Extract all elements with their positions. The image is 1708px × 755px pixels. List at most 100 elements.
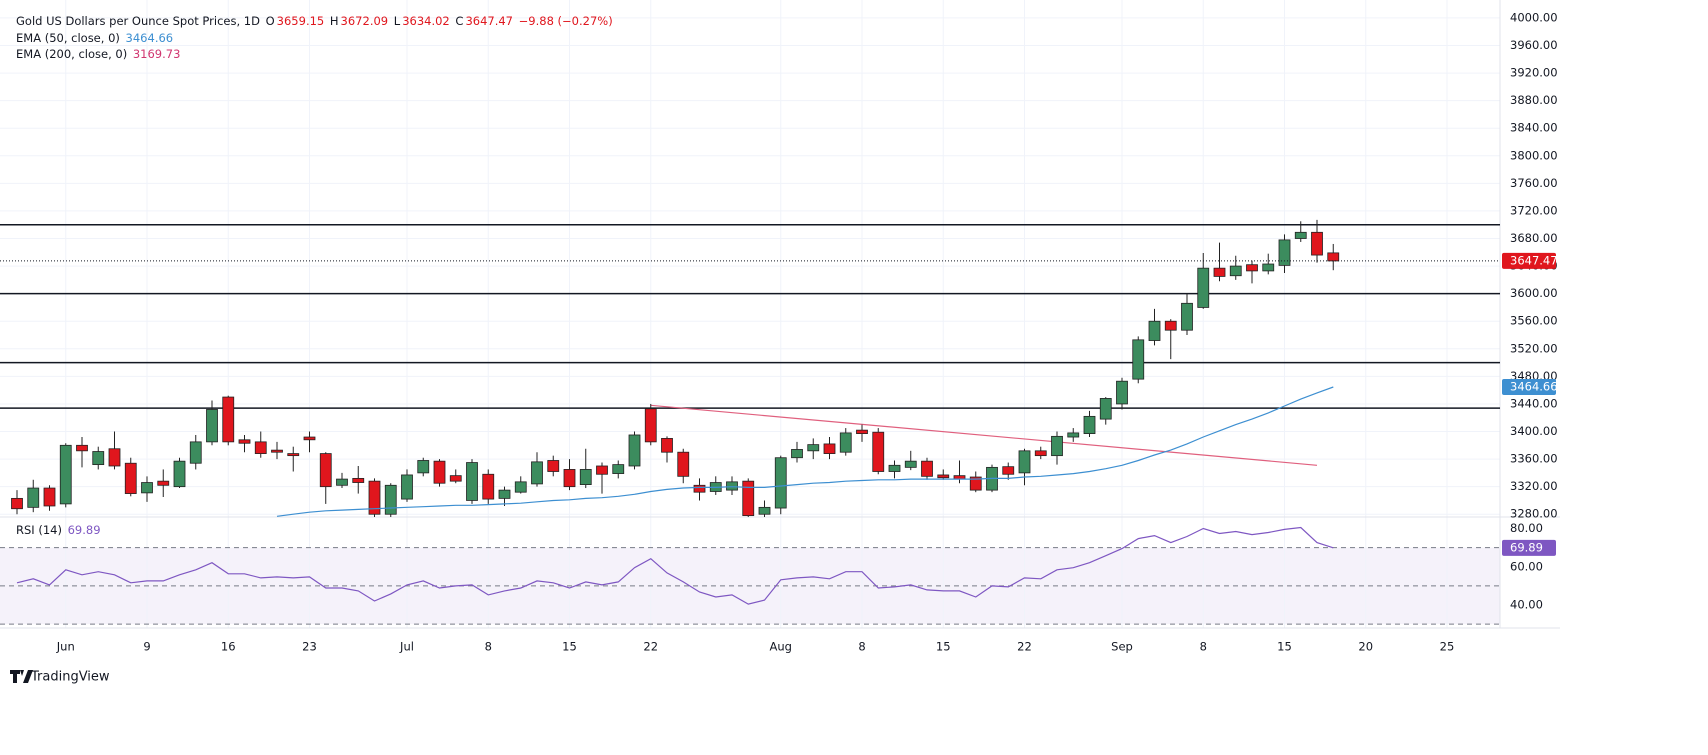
candle-body xyxy=(1051,435,1063,457)
candle-body xyxy=(173,460,186,488)
candle-body xyxy=(384,484,397,515)
candle-body xyxy=(141,482,153,494)
last-price-label: 3647.47 xyxy=(1510,253,1558,267)
candle-body xyxy=(758,506,771,515)
y-tick-label: 3440.00 xyxy=(1510,396,1558,410)
candle-body xyxy=(1116,380,1128,405)
candle-body xyxy=(742,480,755,517)
candle-body xyxy=(1099,398,1112,420)
rsi-line xyxy=(16,526,1334,605)
ohlc-value: 3634.02 xyxy=(402,14,450,28)
candle-body xyxy=(1148,320,1161,341)
x-tick-label: 25 xyxy=(1440,640,1455,654)
candle-body xyxy=(726,481,738,491)
y-tick-label: 3320.00 xyxy=(1510,479,1558,493)
candle-body xyxy=(466,462,478,501)
candle-body xyxy=(514,481,527,493)
legend-value: 69.89 xyxy=(67,523,101,537)
candle-body xyxy=(969,476,982,491)
legend-rsi: RSI (14) 69.89 xyxy=(16,523,103,537)
candle-body xyxy=(368,480,381,515)
x-tick-label: 20 xyxy=(1358,640,1373,654)
y-tick-label: 3800.00 xyxy=(1510,148,1558,162)
x-tick-label: Sep xyxy=(1111,640,1133,654)
candle-body xyxy=(482,473,495,500)
ema-line xyxy=(276,386,1334,517)
candle-body xyxy=(807,444,820,452)
candle-body xyxy=(1067,432,1080,438)
y-tick-label: 3960.00 xyxy=(1510,38,1558,52)
legend-title: Gold US Dollars per Ounce Spot Prices, 1… xyxy=(16,14,260,28)
ema-value-box xyxy=(1502,378,1556,395)
candle-body xyxy=(92,451,105,466)
candle-body xyxy=(189,441,202,464)
x-tick-label: Jun xyxy=(56,640,75,654)
ohlc-value: 3672.09 xyxy=(340,14,389,28)
candle-body xyxy=(336,478,348,486)
candle-body xyxy=(238,439,251,444)
y-tick-label: 3840.00 xyxy=(1510,121,1558,135)
candle-body xyxy=(319,453,332,488)
candle-body xyxy=(677,451,690,477)
y-tick-label: 3280.00 xyxy=(1510,507,1558,521)
candle-body xyxy=(222,396,235,443)
candle-body xyxy=(612,464,625,474)
candle-body xyxy=(27,487,40,508)
legend-ema50: EMA (50, close, 0) 3464.66 xyxy=(16,31,175,45)
candle-body xyxy=(1018,450,1031,474)
x-tick-label: 23 xyxy=(302,640,317,654)
x-tick-label: 8 xyxy=(858,640,865,654)
ema-value-label: 3464.66 xyxy=(1510,379,1558,393)
rsi-tick-label: 40.00 xyxy=(1510,598,1543,612)
candle-body xyxy=(124,462,137,494)
ohlc-letter: O xyxy=(265,14,275,28)
y-tick-label: 3520.00 xyxy=(1510,341,1558,355)
candle-body xyxy=(1229,265,1242,277)
y-tick-label: 4000.00 xyxy=(1510,10,1558,24)
footer: TradingView xyxy=(10,670,110,685)
candle-body xyxy=(59,444,72,505)
x-tick-label: 15 xyxy=(936,640,951,654)
candle-body xyxy=(254,441,267,454)
candle-body xyxy=(1034,450,1047,457)
candle-body xyxy=(872,431,885,472)
y-tick-label: 3760.00 xyxy=(1510,176,1558,190)
ohlc-value: 3647.47 xyxy=(465,14,513,28)
legend-value: 3464.66 xyxy=(125,31,174,45)
candle-body xyxy=(206,409,218,443)
ohlc-letter: C xyxy=(455,14,464,28)
logo xyxy=(10,670,33,683)
ohlc-letter: L xyxy=(393,14,401,28)
candle-body xyxy=(563,469,576,488)
candle-body xyxy=(937,474,950,479)
rsi-tick-label: 60.00 xyxy=(1510,559,1543,573)
candle-body xyxy=(1002,466,1015,475)
x-tick-label: 15 xyxy=(1277,640,1292,654)
candle-body xyxy=(76,444,88,452)
y-tick-label: 3360.00 xyxy=(1510,452,1558,466)
candle-body xyxy=(11,497,23,510)
candle-body xyxy=(1278,239,1291,266)
axis-layer: Jun 9 16 23 Jul 8 15 22 Aug 8 15 22 Sep 8 15 20 25 3280.0… xyxy=(56,10,1558,653)
candle-body xyxy=(823,443,836,454)
candle-body xyxy=(693,484,706,493)
candle-body xyxy=(856,429,868,434)
legend-value: 3169.73 xyxy=(132,47,181,61)
candle-body xyxy=(303,436,316,441)
y-tick-label: 3920.00 xyxy=(1510,66,1558,80)
candle-body xyxy=(1164,320,1177,331)
candle-body xyxy=(352,477,365,483)
legend-name: EMA (50, close, 0) xyxy=(16,31,120,45)
candle-body xyxy=(401,474,413,500)
x-tick-label: Jul xyxy=(399,640,414,654)
candle-body xyxy=(1213,267,1226,277)
candle-body xyxy=(628,434,641,467)
candle-body xyxy=(433,460,446,484)
legend-name: EMA (200, close, 0) xyxy=(16,47,128,61)
candle-body xyxy=(271,449,283,453)
candle-body xyxy=(43,487,56,507)
candle-body xyxy=(579,469,592,486)
candle-body xyxy=(644,408,657,443)
